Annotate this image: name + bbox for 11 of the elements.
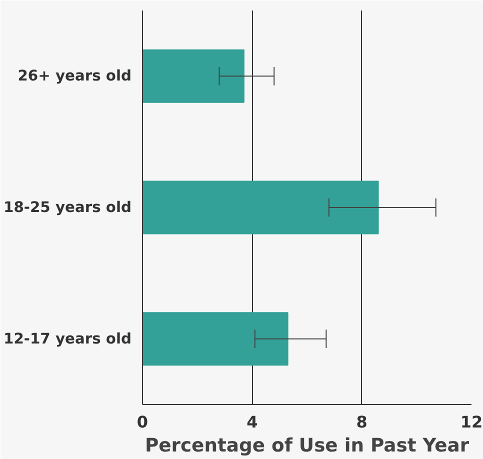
x-tick-label: 8 [356,412,368,432]
x-tick-label: 4 [246,412,258,432]
x-axis-title: Percentage of Use in Past Year [144,436,470,456]
y-tick-label: 12-17 years old [4,330,132,348]
x-tick-label: 0 [136,412,148,432]
bar [142,312,288,366]
x-tick-label: 12 [460,412,483,432]
y-tick-label: 26+ years old [18,68,132,85]
bar [142,180,379,234]
bar [142,49,244,103]
y-tick-label: 18-25 years old [4,199,132,216]
